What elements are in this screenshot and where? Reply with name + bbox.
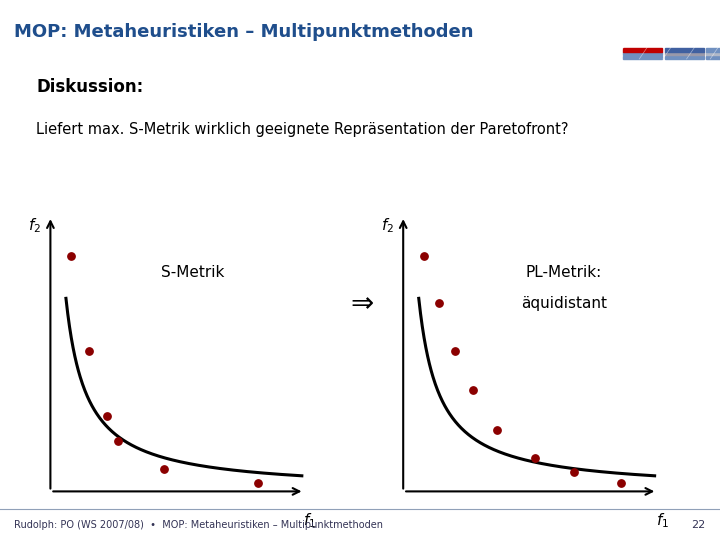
Point: [530, 454, 541, 462]
Text: 22: 22: [691, 521, 706, 530]
Bar: [706, 56, 720, 59]
Point: [252, 478, 264, 487]
Point: [467, 386, 479, 395]
Text: S-Metrik: S-Metrik: [161, 265, 225, 280]
Point: [158, 464, 170, 473]
Text: PL-Metrik:: PL-Metrik:: [526, 265, 602, 280]
Bar: [665, 52, 704, 55]
Point: [84, 347, 95, 355]
Text: $f_2$: $f_2$: [28, 216, 41, 235]
Point: [433, 299, 445, 308]
Text: MOP: Metaheuristiken – Multipunktmethoden: MOP: Metaheuristiken – Multipunktmethode…: [14, 23, 474, 41]
Point: [66, 251, 77, 260]
Text: Diskussion:: Diskussion:: [36, 78, 143, 96]
Text: $f_2$: $f_2$: [381, 216, 394, 235]
Point: [569, 468, 580, 476]
Text: ⇒: ⇒: [351, 290, 374, 318]
Text: Rudolph: PO (WS 2007/08)  •  MOP: Metaheuristiken – Multipunktmethoden: Rudolph: PO (WS 2007/08) • MOP: Metaheur…: [14, 521, 383, 530]
Text: äquidistant: äquidistant: [521, 296, 607, 310]
Bar: [706, 52, 720, 55]
Bar: [623, 48, 662, 51]
Bar: [665, 56, 704, 59]
Bar: [623, 52, 662, 55]
Point: [615, 478, 626, 487]
Point: [491, 426, 503, 434]
Text: Liefert max. S-Metrik wirklich geeignete Repräsentation der Paretofront?: Liefert max. S-Metrik wirklich geeignete…: [36, 123, 569, 137]
Bar: [665, 48, 704, 51]
Point: [449, 347, 461, 355]
Text: $f_1$: $f_1$: [303, 511, 316, 530]
Text: $f_1$: $f_1$: [656, 511, 669, 530]
Point: [102, 411, 113, 420]
Bar: [706, 48, 720, 51]
Bar: [623, 56, 662, 59]
Point: [418, 251, 430, 260]
Point: [112, 436, 124, 445]
